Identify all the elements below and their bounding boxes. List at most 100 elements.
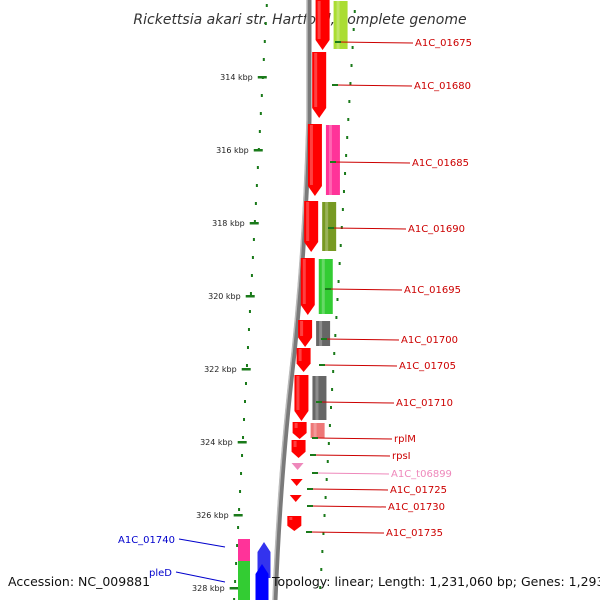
gene-arrow-shine xyxy=(302,259,306,304)
axis-dot xyxy=(238,508,241,511)
axis-dot xyxy=(265,4,268,7)
gene-label-a1c-01685[interactable]: A1C_01685 xyxy=(412,158,469,169)
gene-arrow[interactable] xyxy=(307,124,322,196)
axis-dot xyxy=(334,334,337,337)
gene-feature-a1c-01700[interactable] xyxy=(298,320,331,347)
axis-dot xyxy=(327,442,330,445)
axis-dot xyxy=(245,364,248,367)
axis-dot xyxy=(322,532,325,535)
gene-arrow[interactable] xyxy=(290,479,303,486)
label-leader-line xyxy=(333,161,411,164)
gene-feature-rpsi[interactable] xyxy=(291,440,306,458)
gene-label-a1c-01740[interactable]: A1C_01740 xyxy=(118,535,175,546)
strand-tick xyxy=(307,505,313,507)
axis-dot xyxy=(321,550,324,553)
axis-dot xyxy=(338,262,341,265)
gene-label-rpsi[interactable]: rpsI xyxy=(392,451,411,462)
gene-feature-a1c-01680[interactable] xyxy=(312,52,327,118)
gene-label-a1c-t06899[interactable]: A1C_t06899 xyxy=(391,469,452,480)
ruler-tick-mark xyxy=(237,441,247,444)
gene-feature-pled[interactable] xyxy=(238,561,269,600)
gene-label-a1c-01710[interactable]: A1C_01710 xyxy=(396,398,453,409)
gene-label-pled[interactable]: pleD xyxy=(149,568,172,579)
gene-label-a1c-01695[interactable]: A1C_01695 xyxy=(404,285,461,296)
axis-dot xyxy=(336,298,339,301)
gene-label-a1c-01705[interactable]: A1C_01705 xyxy=(399,361,456,372)
label-leader-line xyxy=(324,338,400,341)
axis-dot xyxy=(264,22,267,25)
gene-feature-a1c-01690[interactable] xyxy=(304,201,337,252)
gene-feature-a1c-01710[interactable] xyxy=(294,375,327,421)
ruler-tick-label: 324 kbp xyxy=(200,438,233,447)
strand-tick xyxy=(306,531,312,533)
gene-arrow-shine xyxy=(298,349,302,361)
partner-gene-block[interactable] xyxy=(322,202,337,251)
label-leader-line xyxy=(175,571,226,583)
gene-arrow[interactable] xyxy=(300,258,315,315)
gene-arrow[interactable] xyxy=(315,0,330,50)
gene-arrow[interactable] xyxy=(312,52,327,118)
axis-dot xyxy=(236,544,239,547)
axis-dot xyxy=(344,172,347,175)
gene-label-a1c-01680[interactable]: A1C_01680 xyxy=(414,81,471,92)
axis-dot xyxy=(348,100,351,103)
partner-gene-block[interactable] xyxy=(310,423,325,438)
gene-label-a1c-01675[interactable]: A1C_01675 xyxy=(415,38,472,49)
axis-dot xyxy=(335,316,338,319)
partner-gene-block[interactable] xyxy=(333,1,348,49)
gene-label-a1c-01730[interactable]: A1C_01730 xyxy=(388,502,445,513)
partner-gene-shine xyxy=(319,321,323,346)
axis-dot xyxy=(346,136,349,139)
gene-arrow-shine xyxy=(306,202,310,241)
gene-arrow[interactable] xyxy=(296,348,311,372)
partner-gene-block[interactable] xyxy=(325,125,340,195)
gene-label-rplm[interactable]: rplM xyxy=(394,434,416,445)
gene-arrow[interactable] xyxy=(291,440,306,458)
gene-arrow[interactable] xyxy=(292,422,307,439)
gene-feature-a1c-01735[interactable] xyxy=(287,516,302,531)
ruler-tick-label: 316 kbp xyxy=(216,146,249,155)
gene-arrow[interactable] xyxy=(287,516,302,531)
strand-tick xyxy=(310,454,316,456)
axis-dot xyxy=(337,280,340,283)
axis-dot xyxy=(234,580,237,583)
gene-label-a1c-01690[interactable]: A1C_01690 xyxy=(408,224,465,235)
label-leader-line xyxy=(310,505,387,508)
gene-feature-a1c-01695[interactable] xyxy=(300,258,333,315)
axis-dot xyxy=(319,586,322,589)
gene-feature-a1c-01675[interactable] xyxy=(315,0,348,50)
gene-arrow[interactable] xyxy=(291,463,304,470)
partner-gene-block[interactable] xyxy=(318,259,333,314)
strand-tick xyxy=(316,401,322,403)
accession-text: Accession: NC_009881 xyxy=(8,574,151,589)
gene-arrow[interactable] xyxy=(294,375,309,421)
partner-gene-block[interactable] xyxy=(238,561,250,600)
gene-label-a1c-01700[interactable]: A1C_01700 xyxy=(401,335,458,346)
ruler-tick-label: 322 kbp xyxy=(204,365,237,374)
gene-label-a1c-01735[interactable]: A1C_01735 xyxy=(386,528,443,539)
axis-dot xyxy=(263,40,266,43)
gene-arrow[interactable] xyxy=(255,564,269,600)
axis-dot xyxy=(349,82,352,85)
gene-arrow[interactable] xyxy=(289,495,302,502)
gene-feature-a1c-t06899[interactable] xyxy=(291,463,304,470)
gene-feature-a1c-01725[interactable] xyxy=(290,479,303,486)
ruler-tick-mark xyxy=(233,514,243,517)
axis-dot xyxy=(342,190,345,193)
gene-arrow-shine xyxy=(296,376,300,410)
partner-gene-block[interactable] xyxy=(312,376,327,420)
label-leader-line xyxy=(178,538,226,548)
axis-dot xyxy=(235,562,238,565)
backbone-highlight xyxy=(272,0,308,600)
gene-arrow[interactable] xyxy=(304,201,319,252)
gene-feature-a1c-01705[interactable] xyxy=(296,348,311,372)
gene-feature-a1c-01685[interactable] xyxy=(307,124,340,196)
gene-feature-rplm[interactable] xyxy=(292,422,325,439)
axis-dot xyxy=(333,352,336,355)
gene-feature-a1c-01730[interactable] xyxy=(289,495,302,502)
gene-label-a1c-01725[interactable]: A1C_01725 xyxy=(390,485,447,496)
axis-dot xyxy=(352,28,355,31)
gene-arrow[interactable] xyxy=(298,320,313,347)
gene-arrow-shine xyxy=(309,125,313,185)
partner-gene-block[interactable] xyxy=(316,321,331,346)
